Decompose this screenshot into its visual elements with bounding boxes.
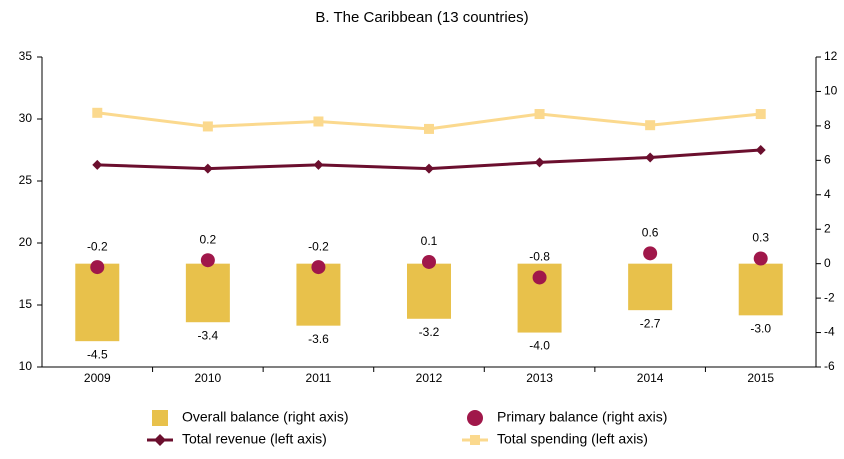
bar [75, 263, 120, 342]
legend-label: Total revenue (left axis) [182, 431, 327, 447]
y2-tick-label: 0 [824, 256, 831, 270]
x-tick-label: 2014 [637, 371, 664, 385]
y-tick-label: 20 [19, 235, 33, 249]
y2-tick-label: 12 [824, 49, 838, 63]
dot [422, 254, 436, 269]
y2-tick-label: 8 [824, 118, 831, 132]
y2-tick-label: 2 [824, 221, 831, 235]
bar [738, 263, 783, 316]
data-label: -3.0 [750, 322, 771, 336]
y-tick-label: 25 [19, 173, 33, 187]
x-tick-label: 2013 [526, 371, 553, 385]
y-tick-label: 15 [19, 297, 33, 311]
y2-tick-label: 6 [824, 153, 831, 167]
marker [92, 159, 103, 170]
data-label: 0.1 [421, 234, 438, 248]
y-tick-label: 35 [19, 49, 33, 63]
x-tick-label: 2011 [306, 371, 332, 385]
dot [200, 253, 215, 268]
legend-label: Overall balance (right axis) [182, 409, 349, 425]
bar [407, 263, 451, 319]
legend-label: Total spending (left axis) [497, 431, 648, 447]
marker [534, 157, 545, 168]
marker [313, 159, 324, 170]
x-tick-label: 2009 [84, 371, 111, 385]
data-label: -2.7 [640, 316, 661, 330]
data-label: -0.8 [529, 250, 550, 264]
x-tick-label: 2015 [747, 371, 774, 385]
marker [92, 107, 103, 118]
x-tick-label: 2012 [416, 371, 443, 385]
data-label: 0.6 [642, 226, 659, 240]
marker [755, 109, 766, 120]
marker [755, 145, 766, 155]
chart-title: B. The Caribbean (13 countries) [315, 9, 528, 26]
marker [645, 152, 656, 163]
data-label: -3.6 [308, 332, 329, 346]
dot [643, 246, 658, 261]
data-label: 0.2 [200, 232, 217, 246]
y-tick-label: 30 [19, 111, 33, 125]
dot [532, 270, 547, 285]
y2-tick-label: -6 [824, 359, 835, 373]
legend-swatch [152, 410, 168, 426]
data-label: -4.5 [87, 347, 108, 361]
data-label: -0.2 [87, 239, 108, 253]
dot [90, 260, 105, 275]
dot [753, 251, 768, 266]
data-label: -4.0 [529, 339, 550, 353]
marker [424, 163, 434, 174]
data-label: -3.4 [198, 328, 219, 342]
y-tick-label: 10 [19, 359, 33, 373]
data-label: 0.3 [752, 231, 769, 245]
data-label: -0.2 [308, 239, 329, 253]
y2-tick-label: 10 [824, 84, 838, 98]
marker [645, 120, 656, 131]
marker [424, 123, 434, 134]
bar [185, 263, 230, 323]
y2-tick-label: 4 [824, 187, 831, 201]
legend-marker [154, 434, 166, 446]
legend-swatch [467, 410, 483, 426]
data-label: -3.2 [419, 325, 440, 339]
marker [313, 116, 324, 127]
x-tick-label: 2010 [195, 371, 222, 385]
legend-label: Primary balance (right axis) [497, 409, 667, 425]
legend-marker [470, 435, 480, 445]
marker [202, 121, 213, 132]
marker [202, 163, 213, 174]
marker [534, 109, 545, 120]
y2-tick-label: -4 [824, 325, 835, 339]
bar [628, 263, 673, 311]
y2-tick-label: -2 [824, 290, 835, 304]
dot [311, 260, 326, 275]
